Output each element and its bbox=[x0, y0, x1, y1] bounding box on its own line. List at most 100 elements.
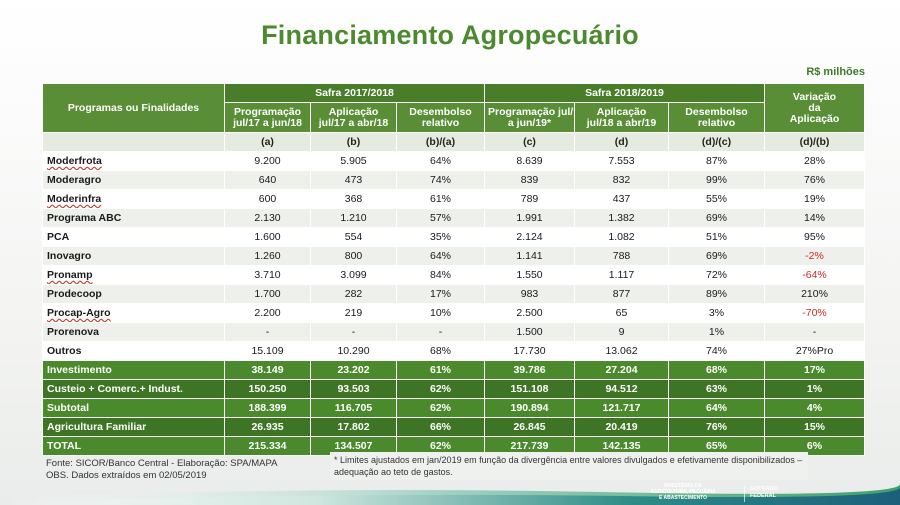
summary-value: 38.149 bbox=[224, 360, 311, 380]
value-cell: - bbox=[224, 322, 311, 342]
value-cell: 55% bbox=[668, 189, 765, 209]
value-cell: 28% bbox=[764, 151, 865, 171]
ministry-logo: MINISTÉRIO DA AGRICULTURA, PECUÁRIA E AB… bbox=[628, 483, 738, 503]
subheader-line: Programação bbox=[233, 105, 302, 118]
summary-value: 116.705 bbox=[310, 398, 397, 418]
summary-row: Custeio + Comerc.+ Indust. 150.250 93.503 6… bbox=[42, 379, 865, 399]
value-cell: 99% bbox=[668, 170, 765, 190]
value-cell: 983 bbox=[484, 284, 575, 304]
subheader-line: relativo bbox=[697, 116, 736, 129]
value-cell: 368 bbox=[310, 189, 397, 209]
value-cell: 74% bbox=[396, 170, 485, 190]
table-row: Prodecoop 1.700 282 17% 983 877 89% 210% bbox=[42, 284, 865, 304]
program-name: Moderagro bbox=[42, 170, 225, 190]
value-cell: 437 bbox=[574, 189, 669, 209]
table-row: Pronamp 3.710 3.099 84% 1.550 1.117 72% -64% bbox=[42, 265, 865, 285]
subheader-desembolso-17: Desembolso relativo bbox=[396, 102, 485, 133]
value-cell: 64% bbox=[396, 246, 485, 266]
value-cell: 600 bbox=[224, 189, 311, 209]
value-cell: 2.200 bbox=[224, 303, 311, 323]
value-cell: 9.200 bbox=[224, 151, 311, 171]
value-cell: 87% bbox=[668, 151, 765, 171]
table-row: Moderfrota 9.200 5.905 64% 8.639 7.553 87% 28% bbox=[42, 151, 865, 171]
summary-value: 26.935 bbox=[224, 417, 311, 437]
ministry-line: AGRICULTURA, PECUÁRIA bbox=[650, 489, 716, 495]
summary-value: 63% bbox=[668, 379, 765, 399]
value-cell: 61% bbox=[396, 189, 485, 209]
value-cell: 1% bbox=[668, 322, 765, 342]
letter-cell: (c) bbox=[484, 132, 575, 152]
table-row: Inovagro 1.260 800 64% 1.141 788 69% -2% bbox=[42, 246, 865, 266]
value-cell: - bbox=[310, 322, 397, 342]
value-cell: 14% bbox=[764, 208, 865, 228]
program-name: Prodecoop bbox=[42, 284, 225, 304]
value-cell: 789 bbox=[484, 189, 575, 209]
value-cell: 9 bbox=[574, 322, 669, 342]
summary-label: Agricultura Familiar bbox=[42, 417, 225, 437]
table-row: PCA 1.600 554 35% 2.124 1.082 51% 95% bbox=[42, 227, 865, 247]
subheader-aplicacao-18: Aplicação jul/18 a abr/19 bbox=[574, 102, 669, 133]
program-name: Programa ABC bbox=[42, 208, 225, 228]
summary-row: Agricultura Familiar 26.935 17.802 66% 26.84… bbox=[42, 417, 865, 437]
ministry-line: MINISTÉRIO DA bbox=[664, 483, 702, 489]
summary-value: 150.250 bbox=[224, 379, 311, 399]
value-cell: 282 bbox=[310, 284, 397, 304]
value-cell: 15.109 bbox=[224, 341, 311, 361]
subheader-line: jul/17 a abr/18 bbox=[318, 116, 389, 129]
source-line: Fonte: SICOR/Banco Central - Elaboração:… bbox=[46, 458, 278, 469]
summary-value: 188.399 bbox=[224, 398, 311, 418]
letter-cell: (d)/(c) bbox=[668, 132, 765, 152]
financing-table: Programas ou Finalidades Safra 2017/2018… bbox=[42, 83, 865, 456]
subheader-programacao-17: Programação jul/17 a jun/18 bbox=[224, 102, 311, 133]
value-cell: 3.099 bbox=[310, 265, 397, 285]
data-rows: Moderfrota 9.200 5.905 64% 8.639 7.553 87% 28% M… bbox=[42, 151, 865, 361]
units-label: R$ milhões bbox=[806, 66, 865, 78]
table-row: Moderinfra 600 368 61% 789 437 55% 19% bbox=[42, 189, 865, 209]
summary-row: TOTAL 215.334 134.507 62% 217.739 142.135 65% 6… bbox=[42, 436, 865, 456]
program-name: Outros bbox=[42, 341, 225, 361]
value-cell: 27%Pro bbox=[764, 341, 865, 361]
value-cell: 219 bbox=[310, 303, 397, 323]
value-cell: 1.700 bbox=[224, 284, 311, 304]
summary-value: 1% bbox=[764, 379, 865, 399]
value-cell: 74% bbox=[668, 341, 765, 361]
summary-value: 61% bbox=[396, 360, 485, 380]
table-row: Prorenova - - -1.500 9 1% - bbox=[42, 322, 865, 342]
letters-row: (a) (b) (b)/(a) (c) (d) (d)/(c) (d)/(b) bbox=[42, 132, 865, 152]
summary-value: 23.202 bbox=[310, 360, 397, 380]
value-cell: 1.260 bbox=[224, 246, 311, 266]
value-cell: 68% bbox=[396, 341, 485, 361]
value-cell: 64% bbox=[396, 151, 485, 171]
variation-header-line: Aplicação bbox=[789, 112, 840, 125]
summary-value: 65% bbox=[668, 436, 765, 456]
program-name: Prorenova bbox=[42, 322, 225, 342]
summary-value: 17% bbox=[764, 360, 865, 380]
subheader-line: a jun/19* bbox=[507, 116, 552, 129]
summary-value: 15% bbox=[764, 417, 865, 437]
value-cell: 95% bbox=[764, 227, 865, 247]
summary-value: 94.512 bbox=[574, 379, 669, 399]
value-cell: 832 bbox=[574, 170, 669, 190]
letter-cell: (d) bbox=[574, 132, 669, 152]
program-name: PCA bbox=[42, 227, 225, 247]
summary-row: Subtotal 188.399 116.705 62% 190.894 121.717 6… bbox=[42, 398, 865, 418]
value-cell: 76% bbox=[764, 170, 865, 190]
variation-header: Variação da Aplicação bbox=[764, 83, 865, 133]
header-row-1: Programas ou Finalidades Safra 2017/2018… bbox=[42, 83, 865, 133]
value-cell: 65 bbox=[574, 303, 669, 323]
summary-label: Investimento bbox=[42, 360, 225, 380]
safra-2018-header: Safra 2018/2019 bbox=[484, 83, 765, 103]
variation-header-line: da bbox=[808, 101, 821, 114]
value-cell: 1.117 bbox=[574, 265, 669, 285]
summary-value: 27.204 bbox=[574, 360, 669, 380]
value-cell: 788 bbox=[574, 246, 669, 266]
summary-value: 62% bbox=[396, 436, 485, 456]
value-cell: 473 bbox=[310, 170, 397, 190]
letter-cell: (a) bbox=[224, 132, 311, 152]
summary-value: 39.786 bbox=[484, 360, 575, 380]
ministry-line: E ABASTECIMENTO bbox=[658, 495, 708, 501]
value-cell: 1.550 bbox=[484, 265, 575, 285]
summary-value: 68% bbox=[668, 360, 765, 380]
value-cell: - bbox=[764, 322, 865, 342]
value-cell: - bbox=[396, 322, 485, 342]
